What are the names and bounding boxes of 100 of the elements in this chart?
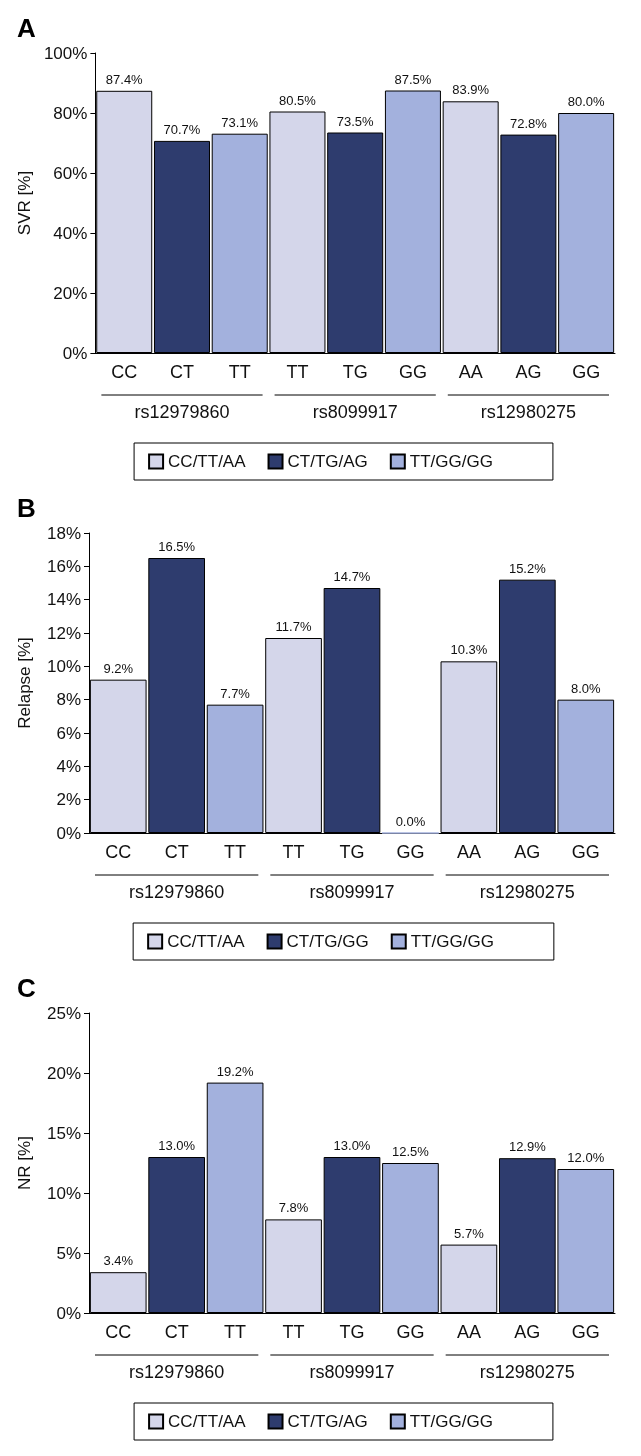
text: rs12980275 <box>480 402 576 422</box>
data-label: 12.5% <box>392 1144 430 1159</box>
y-tick-label: 25% <box>46 1003 81 1023</box>
text: rs12980275 <box>479 882 575 902</box>
legend-label: CC/TT/AA <box>168 1412 247 1431</box>
data-label: 10.3% <box>450 642 488 658</box>
legend-label: TT/GG/GG <box>409 452 493 471</box>
data-label: 0.0% <box>395 813 426 829</box>
data-label: 15.2% <box>508 560 547 576</box>
y-tick-label: 10% <box>46 1183 81 1203</box>
text: rs12980275 <box>479 1362 575 1382</box>
data-label: 7.8% <box>278 1200 309 1216</box>
data-label: 3.4% <box>103 1253 134 1269</box>
text: rs8099917 <box>309 1362 395 1382</box>
data-label: 19.2% <box>216 1063 254 1079</box>
y-tick-label: 8% <box>56 690 81 710</box>
data-label: 80.5% <box>279 92 317 108</box>
y-tick-label: 60% <box>53 163 88 183</box>
y-axis-title: Relapse [%] <box>15 637 34 729</box>
data-label: 80.0% <box>567 94 605 109</box>
y-tick-label: 20% <box>53 283 88 303</box>
x-tick-label: AG <box>514 1322 541 1342</box>
x-tick-label: TG <box>342 362 368 382</box>
x-tick-label: TT <box>282 842 305 862</box>
x-tick-label: AA <box>456 842 481 862</box>
x-tick-label: GG <box>571 842 600 862</box>
x-tick-label: AA <box>458 362 483 382</box>
data-label: 14.7% <box>333 569 371 584</box>
x-tick-label: GG <box>396 842 425 862</box>
y-axis-title: SVR [%] <box>15 170 34 236</box>
y-tick-label: 0% <box>56 1303 81 1323</box>
y-tick-label: 18% <box>46 523 81 543</box>
x-tick-label: AG <box>515 362 542 382</box>
x-tick-label: TT <box>228 362 251 382</box>
data-label: 11.7% <box>275 619 312 634</box>
x-tick-label: GG <box>396 1322 425 1342</box>
x-tick-label: CT <box>164 842 189 862</box>
y-tick-label: 14% <box>46 590 81 610</box>
x-tick-label: CT <box>169 362 194 382</box>
x-tick-label: CC <box>105 1322 132 1342</box>
data-label: 13.0% <box>158 1138 196 1153</box>
y-tick-label: 0% <box>62 343 88 363</box>
x-tick-label: TT <box>224 842 247 862</box>
legend-label: CT/TG/AG <box>287 452 368 471</box>
x-tick-label: AG <box>514 842 541 862</box>
x-tick-label: CT <box>164 1322 189 1342</box>
data-label: 72.8% <box>509 115 548 131</box>
x-tick-label: GG <box>571 1322 600 1342</box>
chart-title: C <box>17 973 36 1003</box>
y-tick-label: 15% <box>46 1123 81 1143</box>
y-tick-label: 80% <box>53 103 88 123</box>
y-tick-label: 20% <box>46 1063 81 1083</box>
data-label: 5.7% <box>454 1225 485 1241</box>
chart-title: A <box>17 13 36 43</box>
y-axis-title: NR [%] <box>15 1136 34 1190</box>
text: rs12979860 <box>134 402 230 422</box>
data-label: 9.2% <box>103 660 134 676</box>
legend-label: TT/GG/GG <box>409 1412 493 1431</box>
data-label: 7.7% <box>220 685 251 701</box>
text: rs12979860 <box>129 882 225 902</box>
x-tick-label: TT <box>224 1322 247 1342</box>
x-tick-label: AA <box>456 1322 481 1342</box>
x-tick-label: TG <box>339 1322 365 1342</box>
data-label: 70.7% <box>163 121 201 137</box>
data-label: 12.9% <box>508 1139 547 1155</box>
y-tick-label: 12% <box>46 623 81 643</box>
data-label: 87.4% <box>105 71 144 87</box>
legend-label: CT/TG/AG <box>287 1412 368 1431</box>
x-tick-label: TG <box>339 842 365 862</box>
data-label: 16.5% <box>158 539 196 554</box>
y-tick-label: 2% <box>56 790 81 810</box>
y-tick-label: 16% <box>46 556 81 576</box>
legend-label: TT/GG/GG <box>410 932 494 951</box>
data-label: 87.5% <box>394 71 432 87</box>
data-label: 73.5% <box>336 113 375 129</box>
y-tick-label: 0% <box>56 823 81 843</box>
text: rs8099917 <box>312 402 398 422</box>
legend-label: CT/TG/GG <box>286 932 369 951</box>
x-tick-label: TT <box>286 362 309 382</box>
data-label: 8.0% <box>570 680 602 696</box>
y-tick-label: 6% <box>56 723 81 743</box>
x-tick-label: GG <box>572 362 601 382</box>
x-tick-label: GG <box>398 362 427 382</box>
data-label: 12.0% <box>567 1150 605 1165</box>
y-tick-label: 10% <box>46 656 81 676</box>
y-tick-label: 5% <box>56 1243 81 1263</box>
x-tick-label: CC <box>111 362 138 382</box>
text: rs12979860 <box>129 1362 225 1382</box>
legend-label: CC/TT/AA <box>168 452 247 471</box>
y-tick-label: 100% <box>43 43 88 63</box>
legend-label: CC/TT/AA <box>167 932 246 951</box>
x-tick-label: CC <box>105 842 132 862</box>
y-tick-label: 40% <box>53 223 88 243</box>
text: rs8099917 <box>309 882 395 902</box>
data-label: 13.0% <box>333 1138 371 1153</box>
chart-title: B <box>17 493 36 523</box>
data-label: 73.1% <box>221 114 259 130</box>
data-label: 83.9% <box>452 82 490 98</box>
x-tick-label: TT <box>282 1322 305 1342</box>
y-tick-label: 4% <box>56 756 81 776</box>
